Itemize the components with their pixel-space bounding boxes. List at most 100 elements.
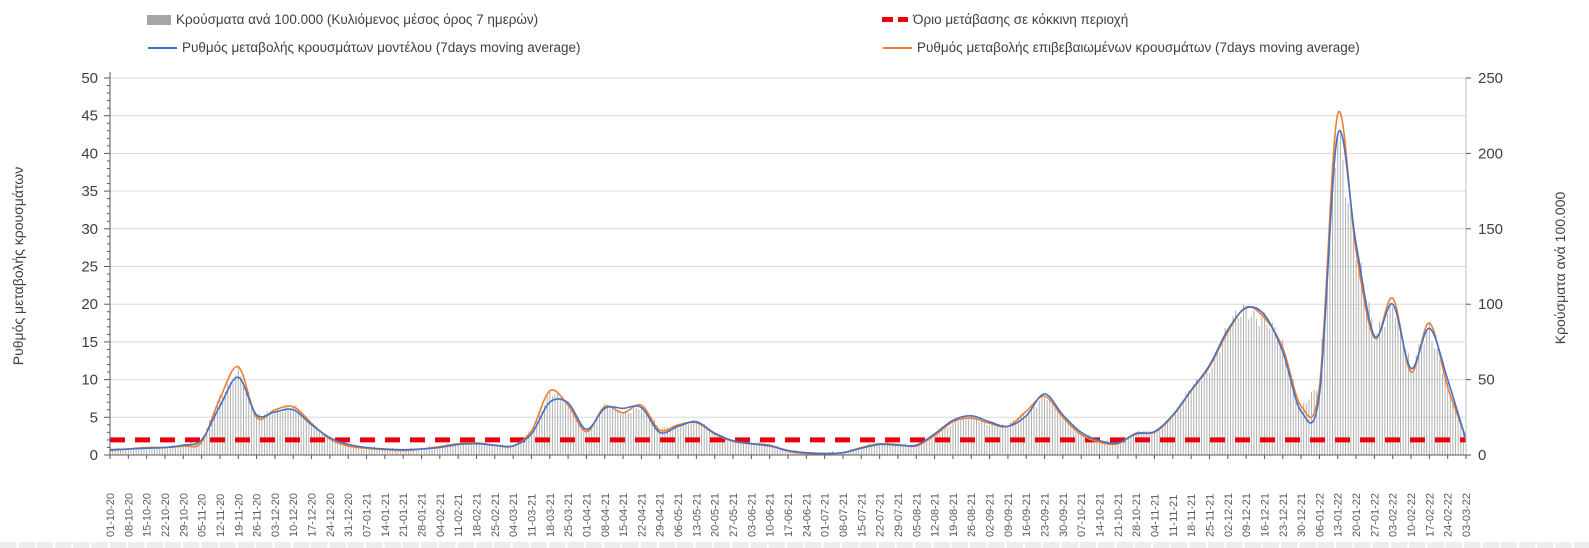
x-axis-date-label: 03-02-22 — [1388, 493, 1400, 537]
x-axis-date-label: 10-02-22 — [1406, 493, 1418, 537]
x-axis-date-label: 05-11-20 — [197, 494, 209, 537]
x-axis-date-label: 17-02-22 — [1424, 493, 1436, 537]
x-axis-date-label: 15-07-21 — [856, 493, 868, 537]
x-axis-date-label: 12-11-20 — [215, 494, 227, 537]
x-axis-date-label: 01-04-21 — [581, 493, 593, 537]
left-axis-tick-label: 5 — [90, 409, 98, 426]
x-axis-date-label: 13-05-21 — [691, 493, 703, 537]
x-axis-date-label: 16-09-21 — [1021, 493, 1033, 537]
x-axis-date-label: 24-06-21 — [801, 493, 813, 537]
legend-label: Κρούσματα ανά 100.000 (Κυλιόμενος μέσος … — [176, 12, 539, 27]
x-axis-date-label: 10-06-21 — [765, 493, 777, 537]
x-axis-date-label: 11-02-21 — [453, 494, 465, 537]
x-axis-date-label: 01-07-21 — [820, 493, 832, 537]
left-axis-tick-label: 45 — [81, 108, 98, 125]
x-axis-date-label: 04-03-21 — [508, 493, 520, 537]
left-axis-tick-label: 40 — [81, 145, 98, 162]
x-axis-date-label: 09-09-21 — [1003, 493, 1015, 537]
orange-line-swatch-icon — [883, 46, 912, 49]
x-axis-date-label: 03-06-21 — [746, 493, 758, 537]
left-axis-tick-label: 10 — [81, 372, 98, 389]
x-axis-date-label: 14-01-21 — [380, 493, 392, 537]
x-axis-date-label: 03-03-22 — [1461, 493, 1473, 537]
x-axis-date-label: 06-01-22 — [1314, 493, 1326, 537]
x-axis-date-label: 08-10-20 — [123, 493, 135, 537]
x-axis-date-label: 23-09-21 — [1040, 493, 1052, 537]
legend-item-confirmed-rate: Ρυθμός μεταβολής επιβεβαιωμένων κρουσμάτ… — [883, 40, 1360, 55]
left-axis-tick-label: 20 — [81, 296, 98, 313]
x-axis-date-label: 02-12-21 — [1223, 493, 1235, 537]
x-axis-date-label: 02-09-21 — [985, 493, 997, 537]
x-axis-date-label: 10-12-20 — [288, 493, 300, 537]
x-axis-date-label: 17-06-21 — [783, 493, 795, 537]
x-axis-date-label: 26-11-20 — [252, 494, 264, 537]
x-axis-date-label: 15-10-20 — [142, 493, 154, 537]
x-axis-date-label: 25-11-21 — [1204, 494, 1216, 537]
x-axis-date-label: 07-01-21 — [362, 493, 374, 537]
x-axis-date-label: 30-09-21 — [1058, 493, 1070, 537]
legend-item-threshold: Όριο μετάβασης σε κόκκινη περιοχή — [882, 12, 1128, 27]
x-axis-date-label: 28-10-21 — [1131, 493, 1143, 537]
x-axis-date-label: 18-03-21 — [545, 493, 557, 537]
x-axis-date-label: 17-12-20 — [307, 493, 319, 537]
left-axis-tick-label: 25 — [81, 259, 98, 276]
x-axis-date-label: 11-11-21 — [1168, 495, 1180, 537]
right-axis-tick-label: 50 — [1478, 372, 1495, 389]
x-axis-date-label: 26-08-21 — [966, 493, 978, 537]
left-axis-tick-label: 15 — [81, 334, 98, 351]
x-axis-date-label: 07-10-21 — [1076, 493, 1088, 537]
x-axis-date-label: 19-11-20 — [233, 494, 245, 537]
right-axis-title: Κρούσματα ανά 100.000 — [1552, 191, 1568, 345]
x-axis-date-label: 24-12-20 — [325, 493, 337, 537]
x-axis-date-label: 21-01-21 — [398, 493, 410, 537]
legend-label: Όριο μετάβασης σε κόκκινη περιοχή — [913, 12, 1129, 27]
x-axis-date-label: 22-07-21 — [875, 493, 887, 537]
legend-item-model-rate: Ρυθμός μεταβολής κρουσμάτων μοντέλου (7d… — [148, 40, 581, 55]
x-axis-date-label: 04-02-21 — [435, 493, 447, 537]
legend-item-cases-bars: Κρούσματα ανά 100.000 (Κυλιόμενος μέσος … — [147, 12, 538, 27]
x-axis-date-label: 05-08-21 — [911, 493, 923, 537]
x-axis-date-label: 15-04-21 — [618, 493, 630, 537]
x-axis-date-label: 12-08-21 — [930, 493, 942, 537]
confirmed-rate-line — [109, 110, 1467, 455]
x-axis-date-label: 08-07-21 — [838, 493, 850, 537]
x-axis-date-label: 01-10-20 — [105, 493, 117, 537]
x-axis-date-label: 08-04-21 — [600, 493, 612, 537]
x-axis-date-label: 16-12-21 — [1259, 493, 1271, 537]
x-axis-date-label: 23-12-21 — [1278, 493, 1290, 537]
right-axis-tick-label: 100 — [1478, 296, 1503, 313]
x-axis-date-label: 18-02-21 — [471, 493, 483, 537]
x-axis-date-label: 30-12-21 — [1296, 493, 1308, 537]
x-axis-date-label: 25-03-21 — [563, 493, 575, 537]
left-axis-tick-label: 35 — [81, 183, 98, 200]
left-axis-tick-label: 50 — [81, 70, 98, 87]
x-axis-date-label: 29-10-20 — [178, 493, 190, 537]
gray-bar-swatch-icon — [147, 14, 171, 25]
x-axis-date-label: 27-05-21 — [728, 493, 740, 537]
x-axis-date-label: 11-03-21 — [526, 494, 538, 537]
x-axis-date-label: 29-04-21 — [655, 493, 667, 537]
x-axis-date-label: 14-10-21 — [1095, 493, 1107, 537]
cropped-table-edge — [0, 541, 1589, 548]
x-axis-date-label: 24-02-22 — [1443, 493, 1455, 537]
left-axis-tick-label: 30 — [81, 221, 98, 238]
legend-label: Ρυθμός μεταβολής επιβεβαιωμένων κρουσμάτ… — [917, 40, 1360, 55]
x-axis-date-label: 18-11-21 — [1186, 494, 1198, 537]
x-axis-date-label: 20-01-22 — [1351, 493, 1363, 537]
x-axis-date-label: 06-05-21 — [673, 493, 685, 537]
x-axis-date-label: 21-10-21 — [1113, 493, 1125, 537]
red-dash-swatch-icon — [882, 17, 908, 22]
x-axis-date-label: 03-12-20 — [270, 493, 282, 537]
x-axis-date-label: 31-12-20 — [343, 493, 355, 537]
x-axis-date-label: 29-07-21 — [893, 493, 905, 537]
x-axis-date-label: 28-01-21 — [417, 493, 429, 537]
x-axis-date-label: 20-05-21 — [710, 493, 722, 537]
model-rate-line — [109, 130, 1467, 455]
blue-line-swatch-icon — [148, 46, 177, 49]
legend-label: Ρυθμός μεταβολής κρουσμάτων μοντέλου (7d… — [182, 40, 581, 55]
x-axis-date-label: 19-08-21 — [948, 493, 960, 537]
right-axis-tick-label: 200 — [1478, 145, 1503, 162]
x-axis-date-label: 27-01-22 — [1369, 493, 1381, 537]
